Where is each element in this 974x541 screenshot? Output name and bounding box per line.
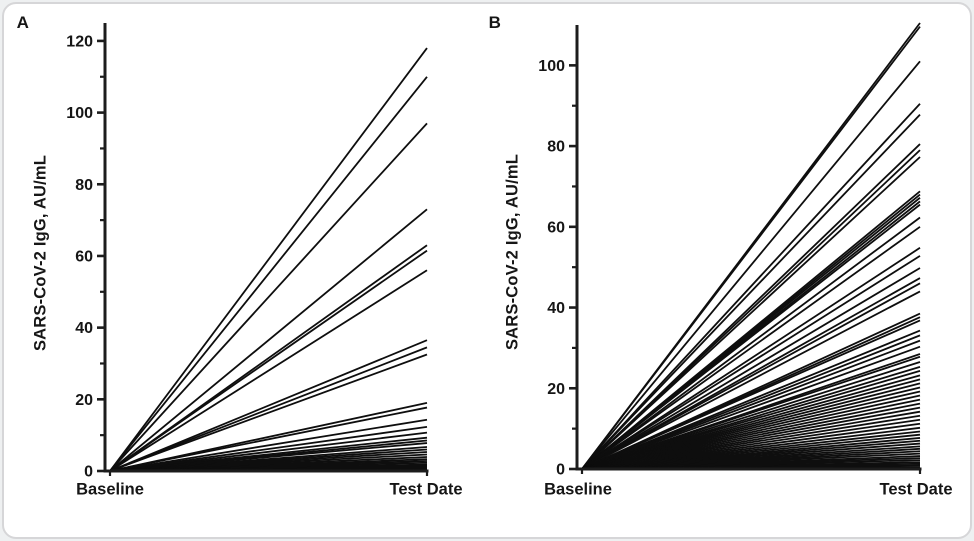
y-tick-label: 0 xyxy=(84,464,93,481)
y-tick-label: 40 xyxy=(547,300,565,317)
panel-b-label: B xyxy=(488,13,502,32)
y-tick-label: 100 xyxy=(538,58,565,75)
y-tick-label: 60 xyxy=(547,219,565,236)
y-tick-label: 0 xyxy=(556,462,565,479)
panel-b-y-tick-labels: 0 20 40 60 80 100 xyxy=(538,58,565,479)
y-tick-label: 80 xyxy=(75,177,93,194)
y-tick-label: 40 xyxy=(75,320,93,337)
y-tick-label: 20 xyxy=(75,392,93,409)
panel-b-xlabel-baseline: Baseline xyxy=(544,480,612,499)
y-tick-label: 120 xyxy=(66,33,93,50)
panel-b-xlabel-testdate: Test Date xyxy=(879,480,953,499)
panel-b-axes xyxy=(569,25,922,474)
panel-a-xlabel-testdate: Test Date xyxy=(389,480,463,499)
panel-a-label: A xyxy=(16,13,30,32)
y-tick-label: 100 xyxy=(66,105,93,122)
y-tick-label: 80 xyxy=(547,139,565,156)
panel-a-y-axis-title: SARS-CoV-2 IgG, AU/mL xyxy=(31,154,50,352)
panel-a-data-lines xyxy=(109,47,428,472)
y-tick-label: 20 xyxy=(547,381,565,398)
y-tick-label: 60 xyxy=(75,248,93,265)
panel-b-y-axis-title: SARS-CoV-2 IgG, AU/mL xyxy=(503,153,522,351)
panel-a-y-tick-labels: 0 20 40 60 80 100 120 xyxy=(66,33,93,480)
panel-a-axes xyxy=(97,23,429,476)
panel-b-data-lines xyxy=(581,22,921,470)
panel-a-xlabel-baseline: Baseline xyxy=(76,480,144,499)
